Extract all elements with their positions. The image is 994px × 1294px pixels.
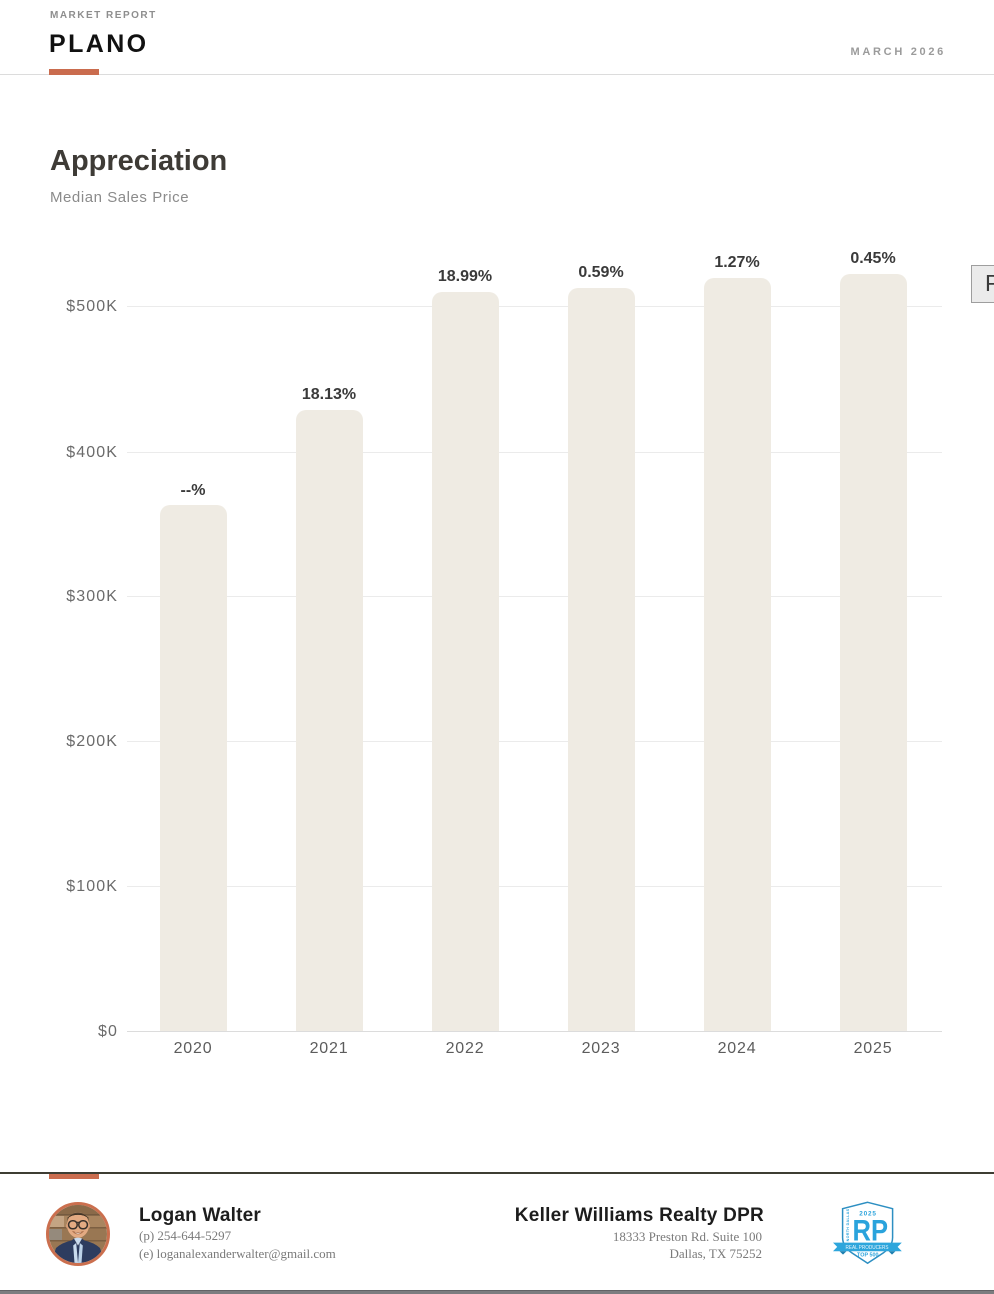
svg-text:RP: RP [853,1214,889,1247]
svg-text:TOP 500: TOP 500 [857,1253,879,1259]
svg-text:2025: 2025 [859,1211,876,1218]
svg-text:NORTH DALLAS: NORTH DALLAS [846,1208,850,1241]
svg-text:REAL PRODUCERS: REAL PRODUCERS [846,1245,889,1251]
